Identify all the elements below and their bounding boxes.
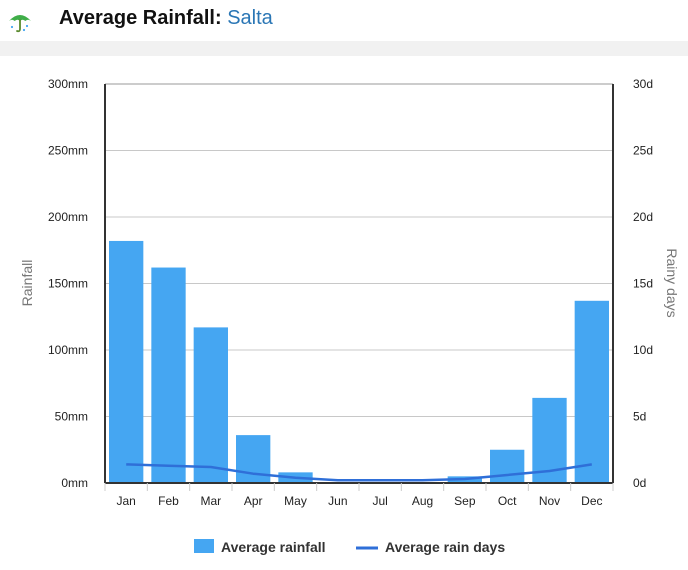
- x-axis-ticks: Jan Feb Mar Apr May Jun Jul Aug Sep Oct Nov Dec: [116, 494, 602, 508]
- x-tick-label: Apr: [244, 494, 263, 508]
- location-name: Salta: [227, 7, 273, 29]
- x-tick-label: Jan: [116, 494, 135, 508]
- legend-rainfall-swatch: [194, 539, 214, 553]
- y2-tick-label: 20d: [633, 210, 653, 224]
- rainfall-bar-dec: [574, 300, 609, 483]
- x-tick-label: Oct: [498, 494, 517, 508]
- x-tick-label: Feb: [158, 494, 179, 508]
- rain-days-line-group: [126, 463, 592, 482]
- x-tick-label: May: [284, 494, 307, 508]
- y2-tick-label: 5d: [633, 410, 646, 424]
- rainfall-bar-mar: [193, 327, 228, 483]
- y2-tick-label: 30d: [633, 77, 653, 91]
- x-tick-label: Aug: [412, 494, 433, 508]
- y-tick-label: 150mm: [48, 277, 88, 291]
- title-prefix: Average Rainfall:: [59, 7, 222, 29]
- y-tick-label: 300mm: [48, 77, 88, 91]
- header-divider-band: [0, 41, 688, 56]
- y-tick-label: 200mm: [48, 210, 88, 224]
- legend-rainfall-label: Average rainfall: [221, 539, 326, 555]
- legend-rain-days-label: Average rain days: [385, 539, 505, 555]
- x-tick-label: Dec: [581, 494, 602, 508]
- x-tick-label: Jun: [328, 494, 347, 508]
- rainfall-bar-feb: [151, 267, 186, 483]
- plot-frame: [104, 83, 614, 491]
- x-tick-label: Jul: [372, 494, 387, 508]
- rainfall-bars: [109, 240, 609, 483]
- page-header: Average Rainfall: Salta: [0, 0, 688, 40]
- left-axis-ticks: 0mm 50mm 100mm 150mm 200mm 250mm 300mm: [48, 77, 88, 490]
- x-tick-label: Sep: [454, 494, 476, 508]
- rainfall-bar-oct: [490, 449, 525, 483]
- rainfall-bar-jan: [109, 240, 144, 483]
- y-axis-label: Rainfall: [19, 260, 35, 307]
- y2-tick-label: 0d: [633, 476, 646, 490]
- page-title: Average Rainfall: Salta: [59, 7, 273, 30]
- y2-tick-label: 15d: [633, 277, 653, 291]
- y-tick-label: 0mm: [61, 476, 88, 490]
- right-axis-ticks: 0d 5d 10d 15d 20d 25d 30d: [633, 77, 653, 490]
- rain-days-line: [126, 463, 592, 482]
- y-tick-label: 250mm: [48, 144, 88, 158]
- rainfall-chart: 0mm 50mm 100mm 150mm 200mm 250mm 300mm 0d 5d 10d…: [19, 77, 680, 555]
- umbrella-icon: [9, 15, 31, 33]
- y-tick-label: 50mm: [55, 410, 88, 424]
- y2-tick-label: 10d: [633, 343, 653, 357]
- y-tick-label: 100mm: [48, 343, 88, 357]
- chart-legend: Average rainfall Average rain days: [194, 539, 505, 555]
- y2-axis-label: Rainy days: [664, 248, 680, 317]
- grid-lines: [105, 150, 613, 417]
- y2-tick-label: 25d: [633, 144, 653, 158]
- x-tick-label: Mar: [200, 494, 221, 508]
- x-tick-label: Nov: [539, 494, 560, 508]
